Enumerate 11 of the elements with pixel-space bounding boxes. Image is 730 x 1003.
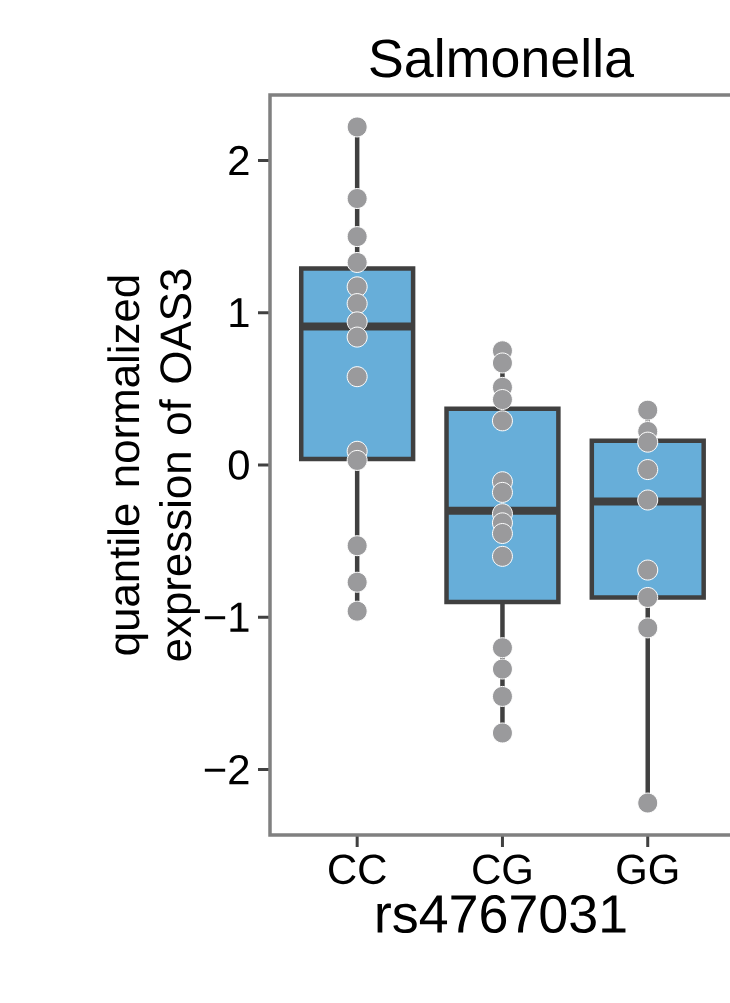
x-tick-label: GG [617, 854, 678, 885]
x-tick-label: CC [329, 854, 386, 885]
y-tick-label: 0 [228, 450, 249, 480]
y-tick-label: −2 [204, 754, 249, 785]
x-axis-title: rs4767031 [377, 894, 626, 934]
chart-title: Salmonella [370, 37, 635, 78]
y-tick-label: 2 [229, 145, 249, 176]
y-tick-label: −1 [204, 602, 249, 632]
y-tick-label: 1 [230, 298, 249, 328]
y-axis-title: quantile normalized expression of OAS3 [107, 269, 200, 661]
x-tick-label: CG [473, 854, 531, 885]
